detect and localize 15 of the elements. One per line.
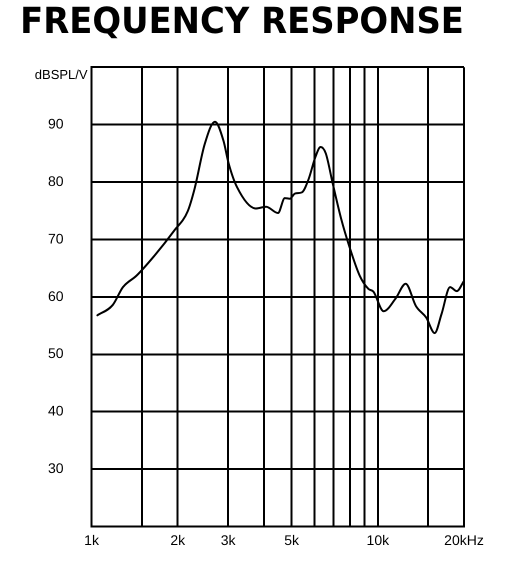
y-tick-label: 60 [48,288,64,304]
y-tick-label: 30 [48,460,64,476]
chart-title: FREQUENCY RESPONSE [20,1,464,42]
x-tick-label: 1k [84,532,100,548]
y-tick-label: 50 [48,345,64,362]
x-tick-label: 20kHz [444,532,484,548]
x-tick-label: 2k [170,532,186,548]
y-tick-label: 90 [48,115,64,132]
y-tick-label: 70 [48,230,64,246]
y-tick-label: 80 [48,172,64,189]
x-tick-label: 10k [366,532,390,548]
y-axis-title: dBSPL/V [34,66,88,82]
x-tick-label: 3k [220,532,237,548]
x-tick-label: 5k [284,532,300,548]
y-tick-label: 40 [48,402,64,419]
